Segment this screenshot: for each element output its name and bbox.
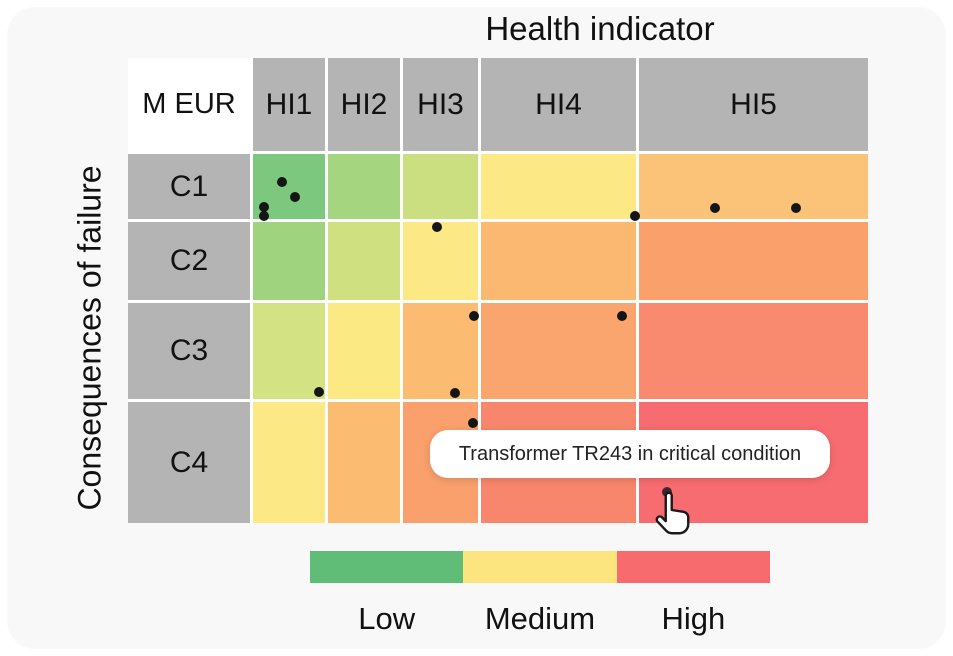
heatmap-cell-C2-HI2[interactable] xyxy=(328,222,400,300)
heatmap-cell-C1-HI4[interactable] xyxy=(481,154,636,219)
legend-color-bar xyxy=(310,551,770,583)
heatmap-cell-C2-HI5[interactable] xyxy=(639,222,868,300)
tooltip: Transformer TR243 in critical condition xyxy=(430,430,830,478)
tooltip-text: Transformer TR243 in critical condition xyxy=(458,442,802,465)
legend-swatch-high xyxy=(616,551,770,583)
row-header-C2: C2 xyxy=(128,222,250,300)
column-header-HI3: HI3 xyxy=(403,58,478,151)
heatmap-cell-C2-HI4[interactable] xyxy=(481,222,636,300)
column-header-HI5: HI5 xyxy=(639,58,868,151)
legend-swatch-low xyxy=(310,551,464,583)
chart-title: Health indicator xyxy=(485,10,715,47)
heatmap-cell-C1-HI1[interactable] xyxy=(253,154,325,219)
heatmap-cell-C3-HI2[interactable] xyxy=(328,303,400,399)
heatmap-cell-C4-HI1[interactable] xyxy=(253,402,325,523)
heatmap-cell-C2-HI3[interactable] xyxy=(403,222,478,300)
heatmap-cell-C3-HI5[interactable] xyxy=(639,303,868,399)
legend-swatch-medium xyxy=(463,551,617,583)
row-header-C1: C1 xyxy=(128,154,250,219)
column-header-HI1: HI1 xyxy=(253,58,325,151)
pointer-hand-cursor-icon xyxy=(655,491,690,535)
legend-label-high: High xyxy=(661,601,726,636)
heatmap-cell-C3-HI4[interactable] xyxy=(481,303,636,399)
heatmap-cell-C4-HI2[interactable] xyxy=(328,402,400,523)
heatmap-cell-C2-HI1[interactable] xyxy=(253,222,325,300)
legend-label-medium: Medium xyxy=(484,601,596,636)
heatmap-cell-C3-HI3[interactable] xyxy=(403,303,478,399)
y-axis-label: Consequences of failure xyxy=(71,165,108,511)
row-header-C4: C4 xyxy=(128,402,250,523)
heatmap-cell-C1-HI3[interactable] xyxy=(403,154,478,219)
heatmap-cell-C1-HI2[interactable] xyxy=(328,154,400,219)
column-header-HI2: HI2 xyxy=(328,58,400,151)
heatmap-cell-C1-HI5[interactable] xyxy=(639,154,868,219)
row-header-C3: C3 xyxy=(128,303,250,399)
legend-labels: Low Medium High xyxy=(310,601,770,637)
unit-label: M EUR xyxy=(142,88,236,120)
heatmap-grid: HI1 HI2 HI3 HI4 HI5 C1 C2 C3 C4 xyxy=(128,58,868,523)
column-header-HI4: HI4 xyxy=(481,58,636,151)
heatmap-cell-C3-HI1[interactable] xyxy=(253,303,325,399)
legend-label-low: Low xyxy=(358,601,416,636)
